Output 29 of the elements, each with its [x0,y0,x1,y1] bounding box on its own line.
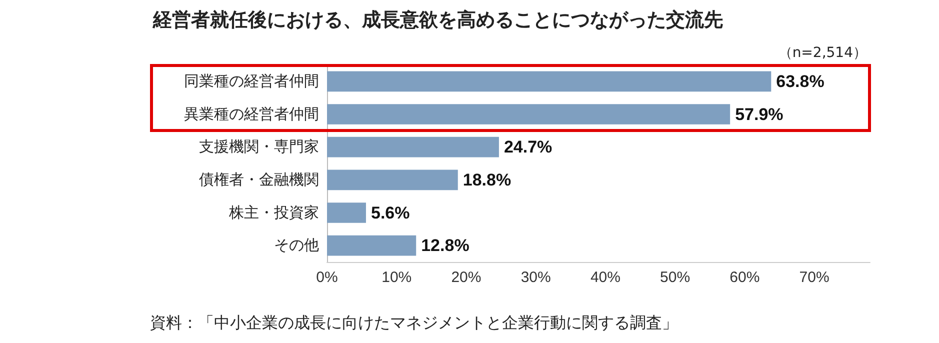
x-tick-label: 70% [799,269,830,286]
data-label: 5.6% [370,203,410,222]
y-tick-label: 支援機関・専門家 [199,138,319,156]
y-tick-label: 同業種の経営者仲間 [184,72,319,90]
bar [327,235,416,256]
data-label: 24.7% [504,138,552,157]
data-label: 57.9% [735,104,784,124]
y-tick-label: その他 [274,237,319,254]
x-tick-label: 10% [382,269,412,286]
y-tick-label: 異業種の経営者仲間 [184,106,319,123]
data-label: 18.8% [462,170,512,190]
text: （n=2,514） [778,44,867,62]
bar [327,202,366,223]
y-tick-label: 債権者・金融機関 [199,171,319,188]
bar [327,104,730,124]
x-tick-label: 50% [660,269,690,286]
data-label: 63.8% [776,72,824,91]
x-tick-label: 40% [590,269,620,286]
x-tick-label: 0% [316,269,338,286]
x-tick-label: 20% [451,269,482,286]
bar [327,71,772,92]
y-tick-label: 株主・投資家 [228,204,319,222]
chart-title: 経営者就任後における、成長意欲を高めることにつながった交流先 [152,9,723,31]
x-tick-label: 60% [730,269,760,286]
data-label: 12.8% [421,236,470,256]
x-tick-label: 30% [520,269,551,286]
text: 資料：「中小企業の成長に向けたマネジメントと企業行動に関する調査」 [150,313,678,334]
bar [327,170,458,190]
bar [327,136,499,158]
